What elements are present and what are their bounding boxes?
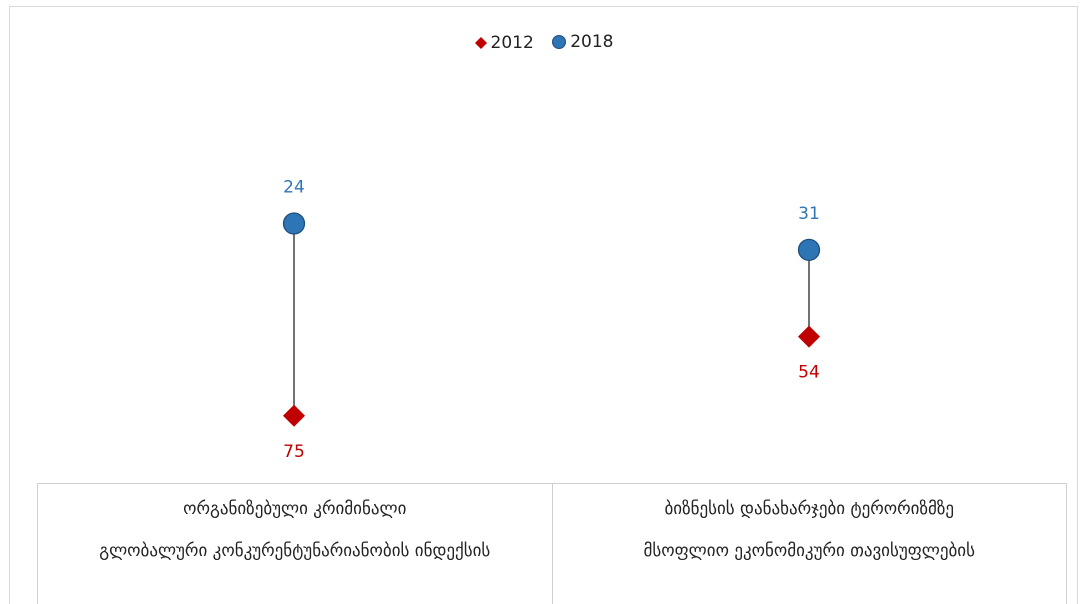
marker-2018-0 — [282, 212, 306, 235]
category-sublabel-0: გლობალური კონკურენტუნარიანობის ინდექსის — [99, 541, 491, 561]
legend: 2012 2018 — [0, 32, 1087, 55]
category-cell-0: ორგანიზებული კრიმინალი გლობალური კონკურე… — [38, 484, 552, 604]
category-label-0: ორგანიზებული კრიმინალი — [183, 499, 407, 519]
legend-item-2018: 2018 — [551, 32, 613, 52]
data-label-2018-0: 24 — [283, 177, 305, 197]
chart-frame — [9, 6, 1078, 604]
data-label-2018-1: 31 — [798, 204, 820, 224]
category-label-1: ბიზნესის დანახარჯები ტერორიზმზე — [664, 499, 955, 519]
category-sublabel-1: მსოფლიო ეკონომიკური თავისუფლების — [643, 541, 975, 561]
legend-item-2012: 2012 — [474, 33, 534, 53]
data-label-2012-0: 75 — [283, 442, 305, 462]
marker-2012-0 — [283, 404, 305, 427]
marker-2018-1 — [797, 238, 821, 262]
legend-label-2012: 2012 — [490, 33, 534, 53]
legend-label-2018: 2018 — [570, 32, 614, 52]
marker-2012-1 — [798, 325, 820, 348]
category-cell-1: ბიზნესის დანახარჯები ტერორიზმზე მსოფლიო … — [551, 484, 1067, 604]
circle-icon — [552, 35, 567, 49]
category-table: ორგანიზებული კრიმინალი გლობალური კონკურე… — [37, 483, 1067, 604]
data-label-2012-1: 54 — [798, 363, 820, 383]
diamond-icon — [474, 37, 487, 49]
